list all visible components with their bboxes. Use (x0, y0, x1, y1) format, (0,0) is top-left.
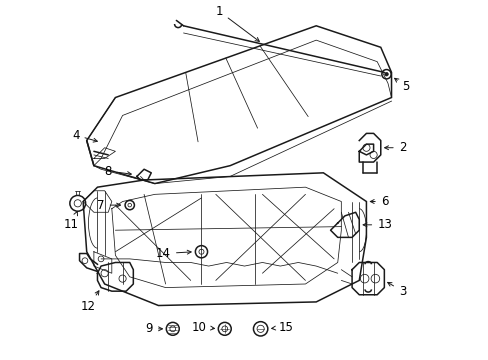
Text: 12: 12 (81, 291, 99, 313)
Text: 15: 15 (271, 320, 293, 333)
Text: 1: 1 (215, 5, 259, 41)
Text: 9: 9 (145, 322, 162, 335)
Circle shape (384, 72, 387, 76)
Text: 3: 3 (387, 282, 405, 298)
Text: 14: 14 (156, 247, 191, 260)
Text: 2: 2 (384, 141, 406, 154)
Text: 7: 7 (97, 199, 120, 212)
Text: 8: 8 (104, 165, 131, 177)
Text: 5: 5 (394, 78, 409, 93)
Text: 10: 10 (192, 320, 214, 333)
Text: 11: 11 (64, 211, 79, 231)
Text: 13: 13 (363, 218, 391, 231)
Text: 6: 6 (369, 195, 387, 208)
Text: 4: 4 (72, 129, 97, 142)
